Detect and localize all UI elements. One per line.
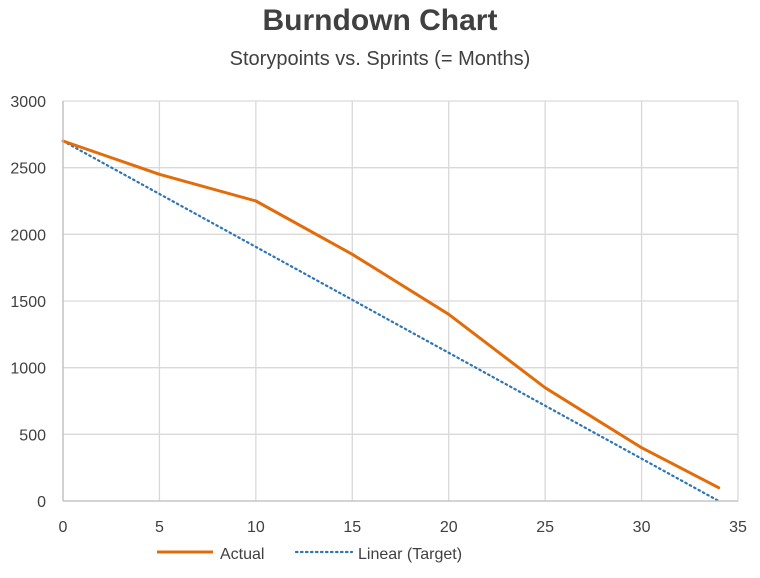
chart-title: Burndown Chart <box>262 4 498 37</box>
y-tick-label: 500 <box>19 427 46 444</box>
x-tick-label: 0 <box>59 519 68 536</box>
grid <box>62 100 739 502</box>
x-tick-label: 30 <box>633 519 651 536</box>
y-tick-label: 1000 <box>10 361 46 378</box>
axis-layer <box>62 101 738 502</box>
x-tick-label: 25 <box>536 519 554 536</box>
x-tick-label: 35 <box>729 519 747 536</box>
series-line-actual <box>61 139 721 490</box>
y-axis-ticks: 0 500 1000 1500 2000 2500 3000 <box>10 94 46 511</box>
series-line-linear-target <box>61 139 720 503</box>
x-tick-label: 15 <box>343 519 361 536</box>
chart-subtitle: Storypoints vs. Sprints (= Months) <box>229 48 531 70</box>
x-tick-label: 20 <box>440 519 458 536</box>
x-tick-label: 10 <box>247 519 265 536</box>
x-axis-ticks: 0 5 10 15 20 25 30 35 <box>59 519 747 536</box>
legend: Actual Linear (Target) <box>157 546 462 563</box>
legend-label-actual: Actual <box>220 546 264 563</box>
y-tick-label: 0 <box>37 494 46 511</box>
legend-label-linear-target: Linear (Target) <box>358 546 462 563</box>
x-tick-label: 5 <box>155 519 164 536</box>
y-tick-label: 2000 <box>10 227 46 244</box>
series-layer <box>61 139 721 503</box>
y-tick-label: 2500 <box>10 161 46 178</box>
y-tick-label: 3000 <box>10 94 46 111</box>
y-tick-label: 1500 <box>10 294 46 311</box>
